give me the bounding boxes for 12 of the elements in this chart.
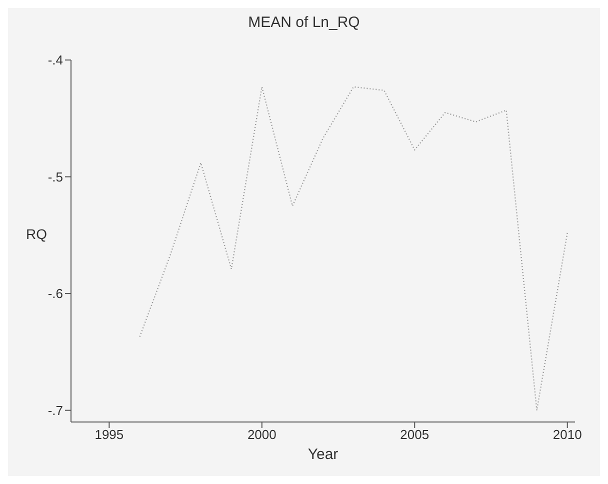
y-axis-title: RQ [26,226,47,242]
y-tick-label: -.7 [48,402,63,418]
x-axis-title: Year [306,446,340,463]
chart-title: MEAN of Ln_RQ [247,14,361,31]
y-tick-label: -.5 [48,169,63,184]
x-tick-label: 1995 [94,427,124,442]
y-tick-label: -.4 [48,52,63,68]
x-tick-label: 2010 [552,427,582,442]
line-series [139,86,568,411]
y-tick-label: -.6 [48,286,63,302]
x-tick-label: 2005 [400,427,430,442]
x-tick-label: 2000 [247,427,276,442]
